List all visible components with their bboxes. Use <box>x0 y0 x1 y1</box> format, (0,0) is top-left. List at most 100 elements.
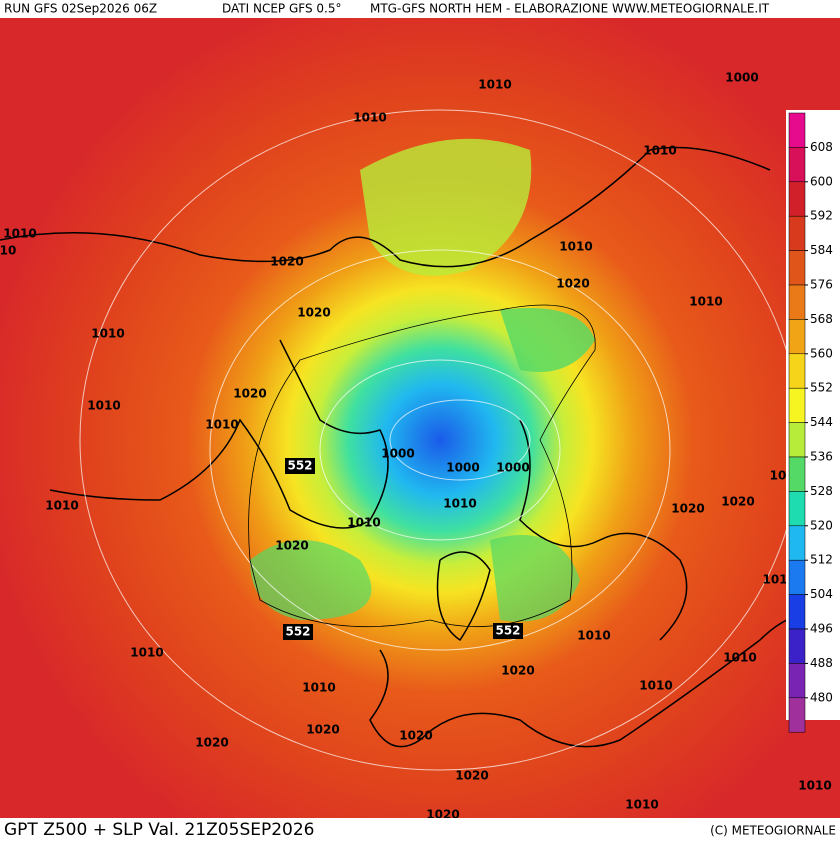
colorbar-swatch <box>788 181 806 217</box>
colorbar-swatch <box>788 456 806 492</box>
colorbar-label: 544 <box>810 415 833 429</box>
isobar-label: 1020 <box>556 277 589 291</box>
colorbar-swatch <box>788 387 806 423</box>
isobar-label: 1020 <box>297 306 330 320</box>
colorbar-label: 528 <box>810 484 833 498</box>
isobar-label: 1010 <box>91 327 124 341</box>
trough-area <box>360 138 532 276</box>
isobar-label: 1000 <box>381 447 414 461</box>
coastline <box>519 419 688 641</box>
height-label: 552 <box>495 624 520 638</box>
isobar <box>319 359 561 541</box>
isobar-label: 1010 <box>302 681 335 695</box>
isobar-label: 1010 <box>723 651 756 665</box>
isobar-label: 1010 <box>625 798 658 812</box>
isobar-label: 1010 <box>205 418 238 432</box>
colorbar-swatch <box>788 628 806 664</box>
trough-area <box>490 535 580 622</box>
isobar-label: 1010 <box>559 240 592 254</box>
isobar-label: 1020 <box>721 495 754 509</box>
isobar-label: 1020 <box>501 664 534 678</box>
colorbar-label: 608 <box>810 140 833 154</box>
colorbar-swatch <box>788 663 806 699</box>
colorbar-label: 496 <box>810 622 833 636</box>
colorbar-swatch <box>788 559 806 595</box>
colorbar-swatch <box>788 215 806 251</box>
isobar <box>389 399 531 481</box>
isobar-label: 10 <box>0 244 16 258</box>
coastline <box>436 551 491 642</box>
header-bar <box>0 0 840 18</box>
coastlines <box>0 146 840 748</box>
colorbar-label: 592 <box>810 209 833 223</box>
source-info: DATI NCEP GFS 0.5° <box>222 2 341 16</box>
colorbar-swatch <box>788 250 806 286</box>
isobar-label: 1010 <box>643 144 676 158</box>
colorbar-swatch <box>788 284 806 320</box>
isobar-label: 1010 <box>130 646 163 660</box>
isobar-label: 101 <box>762 573 787 587</box>
trough-area <box>250 540 372 620</box>
isobar-label: 1020 <box>671 502 704 516</box>
run-info: RUN GFS 02Sep2026 06Z <box>4 2 157 16</box>
coastline <box>369 612 840 748</box>
isobar-label: 1010 <box>353 111 386 125</box>
colorbar-swatch <box>788 594 806 630</box>
isobar-label: 1010 <box>3 227 36 241</box>
colorbar-swatch <box>788 319 806 355</box>
colorbar-label: 480 <box>810 690 833 704</box>
colorbar-swatch <box>788 491 806 527</box>
isobar-label: 1020 <box>455 769 488 783</box>
coastline <box>0 146 771 268</box>
colorbar-label: 560 <box>810 346 833 360</box>
isobar-label: 1010 <box>87 399 120 413</box>
isobar-label: 1010 <box>577 629 610 643</box>
trough-area <box>500 308 595 372</box>
colorbar-label: 552 <box>810 381 833 395</box>
isobar-label: 10 <box>770 469 787 483</box>
isobar-label: 1010 <box>347 516 380 530</box>
isobar-label: 1020 <box>270 255 303 269</box>
colorbar-label: 568 <box>810 312 833 326</box>
height-label-box <box>283 624 313 640</box>
isobar-label: 1000 <box>446 461 479 475</box>
colorbar-label: 584 <box>810 243 833 257</box>
colorbar-swatch <box>788 525 806 561</box>
product-info: MTG-GFS NORTH HEM - ELABORAZIONE WWW.MET… <box>370 2 770 16</box>
colorbar-swatch <box>788 112 806 148</box>
colorbar-label: 504 <box>810 587 833 601</box>
z500-552-contour <box>248 304 596 628</box>
colorbar-label: 488 <box>810 656 833 670</box>
height-label: 552 <box>285 625 310 639</box>
colorbar-swatch <box>788 147 806 183</box>
isobar-label: 1020 <box>195 736 228 750</box>
isobar-label: 1010 <box>443 497 476 511</box>
isobar-label: 1020 <box>233 387 266 401</box>
height-label-box <box>493 623 523 639</box>
isobar-label: 1010 <box>689 295 722 309</box>
colorbar-label: 512 <box>810 553 833 567</box>
isobar-label: 1010 <box>798 779 831 793</box>
isobar-label: 1000 <box>496 461 529 475</box>
isobar-label: 1010 <box>478 78 511 92</box>
colorbar-swatch <box>788 353 806 389</box>
colorbar-label: 576 <box>810 278 833 292</box>
isobar <box>209 249 671 651</box>
colorbar-swatch <box>788 422 806 458</box>
isobar-label: 1020 <box>306 723 339 737</box>
caption: GPT Z500 + SLP Val. 21Z05SEP2026 <box>4 820 315 840</box>
footer-bar <box>0 818 840 840</box>
height-label: 552 <box>287 459 312 473</box>
height-label-box <box>285 458 315 474</box>
isobar-label: 1010 <box>639 679 672 693</box>
isobar-label: 1010 <box>45 499 78 513</box>
isobar-label: 1020 <box>399 729 432 743</box>
copyright: (C) METEOGIORNALE <box>710 824 836 838</box>
coastline <box>49 339 389 529</box>
colorbar-label: 600 <box>810 174 833 188</box>
colorbar-swatch <box>788 697 806 733</box>
colorbar-label: 520 <box>810 518 833 532</box>
isobar-label: 1020 <box>275 539 308 553</box>
